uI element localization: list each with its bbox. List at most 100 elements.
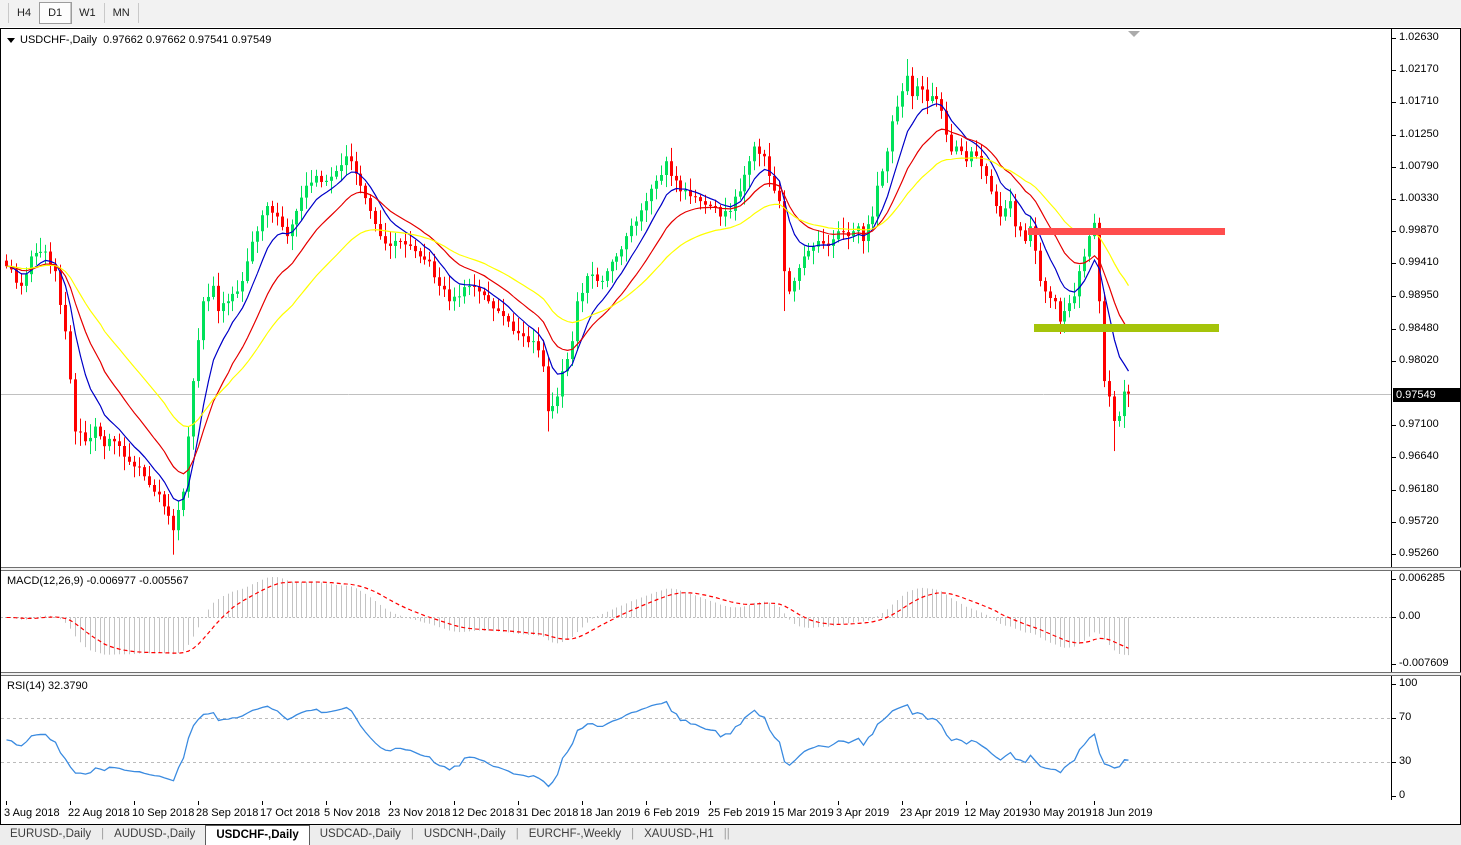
chart-tab-eurusd[interactable]: EURUSD-,Daily: [10, 828, 92, 840]
timeframe-toolbar: H4 D1 W1 MN: [0, 0, 1461, 27]
date-axis-label: 22 Aug 2018: [68, 807, 130, 819]
date-axis-label: 17 Oct 2018: [260, 807, 320, 819]
axis-tick-mark: [1392, 296, 1396, 297]
axis-tick-mark: [1392, 718, 1396, 719]
macd-header: MACD(12,26,9) -0.006977 -0.005567: [7, 575, 189, 587]
axis-tick-mark: [1392, 490, 1396, 491]
price-axis-tick: 0.98480: [1399, 322, 1439, 334]
chart-symbol-header: USDCHF-,Daily 0.97662 0.97662 0.97541 0.…: [7, 34, 271, 46]
date-tick-mark: [902, 801, 903, 805]
rsi-indicator-chart[interactable]: [1, 676, 1391, 801]
date-axis-label: 28 Sep 2018: [196, 807, 259, 819]
date-axis-label: 31 Dec 2018: [516, 807, 579, 819]
date-axis-label: 10 Sep 2018: [132, 807, 195, 819]
date-tick-mark: [518, 801, 519, 805]
axis-tick-mark: [1392, 70, 1396, 71]
axis-tick-mark: [1392, 361, 1396, 362]
chart-tab-usdcad[interactable]: USDCAD-,Daily: [319, 828, 401, 840]
axis-tick-mark: [1392, 263, 1396, 264]
date-axis-label: 18 Jun 2019: [1092, 807, 1153, 819]
rsi-label: RSI(14): [7, 680, 45, 692]
price-axis-tick: 0.96640: [1399, 450, 1439, 462]
price-axis-tick: 1.00330: [1399, 192, 1439, 204]
symbol-label: USDCHF-,Daily: [20, 34, 97, 46]
price-axis-tick: 1.01710: [1399, 95, 1439, 107]
price-axis-border: [1391, 29, 1392, 800]
macd-values: -0.006977 -0.005567: [86, 575, 189, 587]
price-axis-tick: 1.02170: [1399, 63, 1439, 75]
date-tick-mark: [134, 801, 135, 805]
axis-tick-mark: [1392, 617, 1396, 618]
axis-tick-mark: [1392, 684, 1396, 685]
rsi-axis-tick: 30: [1399, 755, 1412, 767]
date-tick-mark: [710, 801, 711, 805]
rsi-axis-tick: 100: [1399, 677, 1418, 689]
axis-tick-mark: [1392, 579, 1396, 580]
timeframe-button-w1[interactable]: W1: [71, 3, 105, 23]
date-tick-mark: [262, 801, 263, 805]
price-axis-tick: 0.97100: [1399, 418, 1439, 430]
rsi-axis-tick: 0: [1399, 789, 1406, 801]
tab-separator: |: [723, 828, 727, 840]
price-axis-tick: 1.00790: [1399, 160, 1439, 172]
date-axis-label: 25 Feb 2019: [708, 807, 770, 819]
tab-separator: |: [726, 828, 730, 840]
timeframe-button-h4[interactable]: H4: [8, 3, 41, 23]
date-tick-mark: [838, 801, 839, 805]
date-axis-label: 3 Aug 2018: [4, 807, 60, 819]
rsi-value: 32.3790: [47, 680, 88, 692]
symbol-dropdown-icon[interactable]: [7, 37, 15, 43]
chart-tab-audusd[interactable]: AUDUSD-,Daily: [114, 828, 196, 840]
date-axis-label: 3 Apr 2019: [836, 807, 890, 819]
pane-splitter-macd[interactable]: [1, 567, 1461, 571]
rsi-axis-tick: 70: [1399, 711, 1412, 723]
chart-tab-usdcnh[interactable]: USDCNH-,Daily: [423, 828, 506, 840]
date-axis[interactable]: 3 Aug 2018 22 Aug 2018 10 Sep 2018 28 Sep 2…: [1, 801, 1391, 825]
macd-axis-tick: -0.007609: [1399, 657, 1449, 669]
date-axis-label: 18 Jan 2019: [580, 807, 641, 819]
chart-tab-xauusd[interactable]: XAUUSD-,H1: [644, 828, 714, 840]
date-axis-label: 6 Feb 2019: [644, 807, 700, 819]
date-axis-label: 5 Nov 2018: [324, 807, 381, 819]
date-axis-label: 30 May 2019: [1028, 807, 1092, 819]
chart-tab-usdchf[interactable]: USDCHF-,Daily: [205, 825, 310, 845]
price-axis-tick: 0.98950: [1399, 289, 1439, 301]
date-tick-mark: [390, 801, 391, 805]
date-tick-mark: [774, 801, 775, 805]
main-price-chart[interactable]: [1, 30, 1391, 567]
axis-tick-mark: [1392, 664, 1396, 665]
axis-tick-mark: [1392, 199, 1396, 200]
date-tick-mark: [326, 801, 327, 805]
price-axis-tick: 1.01250: [1399, 128, 1439, 140]
tab-separator: |: [515, 828, 519, 840]
axis-tick-mark: [1392, 762, 1396, 763]
tab-separator: |: [101, 828, 105, 840]
date-tick-mark: [70, 801, 71, 805]
axis-tick-mark: [1392, 457, 1396, 458]
date-axis-label: 23 Apr 2019: [900, 807, 960, 819]
timeframe-button-d1[interactable]: D1: [39, 2, 73, 24]
axis-tick-mark: [1392, 425, 1396, 426]
macd-label: MACD(12,26,9): [7, 575, 84, 587]
date-tick-mark: [966, 801, 967, 805]
axis-tick-mark: [1392, 231, 1396, 232]
chart-tab-eurchf[interactable]: EURCHF-,Weekly: [528, 828, 622, 840]
date-tick-mark: [646, 801, 647, 805]
axis-tick-mark: [1392, 167, 1396, 168]
date-axis-label: 12 Dec 2018: [452, 807, 515, 819]
price-axis-tick: 0.95260: [1399, 547, 1439, 559]
pane-splitter-rsi[interactable]: [1, 672, 1461, 676]
macd-indicator-chart[interactable]: [1, 571, 1391, 672]
timeframe-button-mn[interactable]: MN: [105, 3, 139, 23]
price-axis-tick: 0.98020: [1399, 354, 1439, 366]
price-axis-tick: 0.96180: [1399, 483, 1439, 495]
axis-tick-mark: [1392, 522, 1396, 523]
axis-tick-mark: [1392, 38, 1396, 39]
date-axis-label: 12 May 2019: [964, 807, 1028, 819]
axis-tick-mark: [1392, 796, 1396, 797]
tab-separator: |: [631, 828, 635, 840]
date-tick-mark: [454, 801, 455, 805]
price-axis-tick: 1.02630: [1399, 31, 1439, 43]
axis-tick-mark: [1392, 102, 1396, 103]
tab-separator: |: [410, 828, 414, 840]
